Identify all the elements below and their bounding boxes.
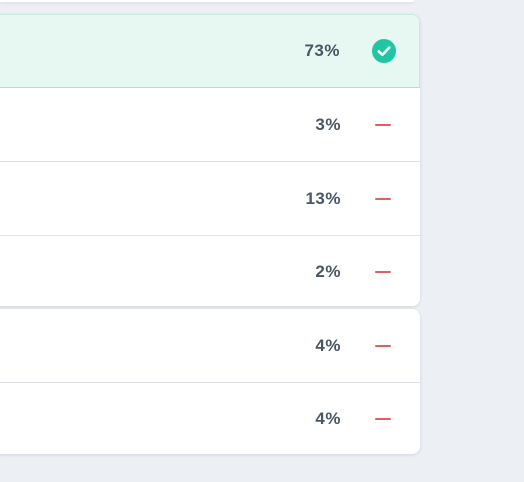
answer-card-group-2: 4% 4% [0, 309, 420, 454]
answer-percent: 3% [315, 114, 341, 134]
answer-row: 3% [0, 88, 420, 162]
answer-percent: 4% [315, 409, 341, 428]
answer-card-group-1: 73% 3% 13% 2% [0, 14, 420, 306]
answer-row: 4% [0, 309, 420, 383]
answer-row: 2% [0, 236, 420, 306]
answer-percent: 13% [305, 188, 341, 208]
answer-row: 4% [0, 383, 420, 454]
minus-icon [375, 271, 391, 273]
check-circle-icon [372, 39, 396, 63]
minus-icon [375, 123, 391, 126]
answer-percent: 4% [315, 335, 341, 355]
minus-icon [375, 418, 391, 420]
answer-row: 13% [0, 162, 420, 236]
minus-icon [375, 344, 391, 347]
answer-percent: 73% [304, 41, 340, 60]
minus-icon [375, 197, 391, 200]
answer-percent: 2% [315, 262, 341, 281]
previous-card-edge [0, 0, 414, 2]
answer-row-correct: 73% [0, 14, 420, 88]
